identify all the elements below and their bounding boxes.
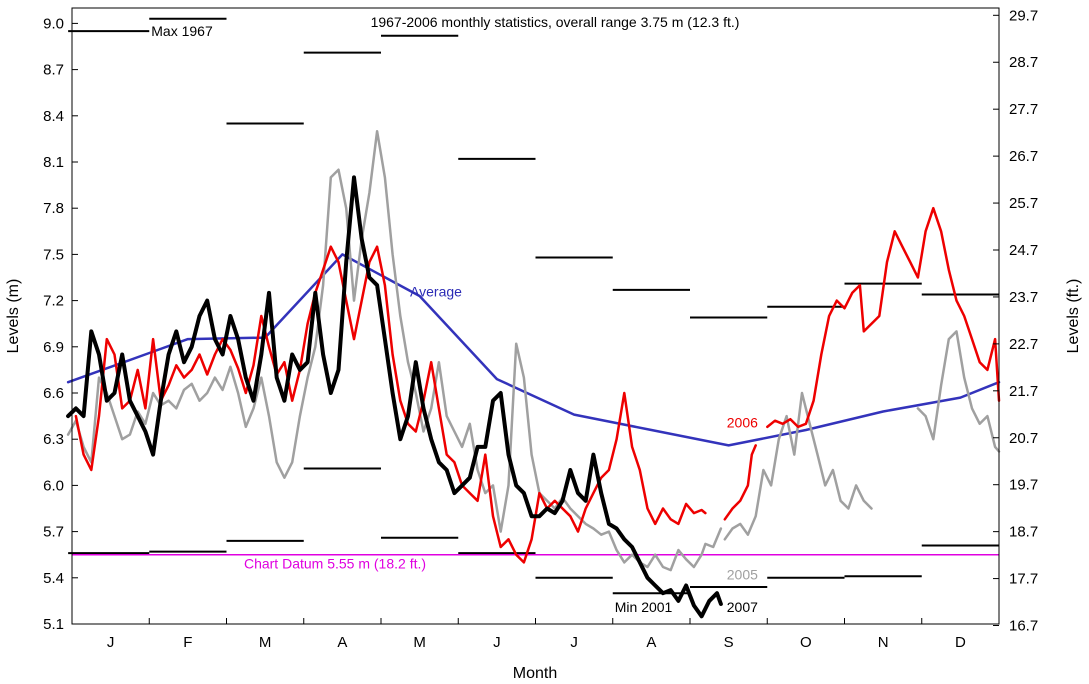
- y-tick-label: 7.2: [43, 293, 64, 310]
- y-tick-label: 6.6: [43, 385, 64, 402]
- x-tick-label: N: [878, 634, 889, 651]
- y2-axis-title: Levels (ft.): [1065, 279, 1082, 354]
- y2-tick-label: 21.7: [1009, 383, 1038, 400]
- series-2005-line: [66, 129, 723, 572]
- series-2005-dec-line: [916, 330, 1001, 453]
- annotation-label: Average: [410, 283, 462, 299]
- y2-tick-label: 20.7: [1009, 430, 1038, 447]
- chart-title: 1967-2006 monthly statistics, overall ra…: [371, 14, 740, 30]
- series-2006-fall-line: [723, 444, 757, 521]
- y-tick-label: 8.1: [43, 154, 64, 171]
- y2-tick-label: 18.7: [1009, 524, 1038, 541]
- x-tick-label: J: [493, 634, 501, 651]
- y-tick-label: 7.5: [43, 246, 64, 263]
- y-tick-label: 8.7: [43, 62, 64, 79]
- annotation-label: 2005: [727, 567, 758, 583]
- annotation-label: Min 2001: [615, 599, 673, 615]
- y2-tick-label: 23.7: [1009, 289, 1038, 306]
- annotation-label: 2006: [727, 414, 758, 430]
- y2-tick-label: 26.7: [1009, 148, 1038, 165]
- y2-tick-label: 16.7: [1009, 618, 1038, 635]
- y-tick-label: 5.4: [43, 570, 64, 587]
- annotations: Max 1967 Average 2006 2005 2007 Min 2001: [151, 23, 758, 615]
- chart-datum: Chart Datum 5.55 m (18.2 ft.): [72, 553, 999, 572]
- left-axis: 5.1 5.4 5.7 6.0 6.3 6.6 6.9 7.2 7.5 7.8 8.1 8.4 8.7 9…: [43, 15, 78, 633]
- chart-datum-label: Chart Datum 5.55 m (18.2 ft.): [244, 556, 426, 572]
- right-axis: 16.7 17.7 18.7 19.7 20.7 21.7 22.7 23.7 24.7 25.7…: [993, 7, 1038, 635]
- y2-tick-label: 27.7: [1009, 101, 1038, 118]
- y2-tick-label: 17.7: [1009, 571, 1038, 588]
- y2-tick-label: 22.7: [1009, 336, 1038, 353]
- x-tick-label: O: [800, 634, 812, 651]
- y-tick-label: 7.8: [43, 200, 64, 217]
- y-tick-label: 6.9: [43, 339, 64, 356]
- x-tick-label: F: [183, 634, 192, 651]
- series-2005-fall-line: [723, 391, 873, 541]
- y-tick-label: 8.4: [43, 108, 64, 125]
- x-tick-label: M: [413, 634, 426, 651]
- series-average-line: [66, 253, 1001, 447]
- y2-tick-label: 19.7: [1009, 477, 1038, 494]
- y-tick-label: 9.0: [43, 15, 64, 32]
- y2-tick-label: 25.7: [1009, 195, 1038, 212]
- y2-tick-label: 24.7: [1009, 242, 1038, 259]
- y-tick-label: 5.1: [43, 616, 64, 633]
- y-axis-title: Levels (m): [5, 279, 22, 354]
- x-tick-label: A: [646, 634, 656, 651]
- x-axis-title: Month: [513, 665, 557, 682]
- x-tick-label: D: [955, 634, 966, 651]
- series-layer: [66, 129, 1001, 619]
- annotation-label: Max 1967: [151, 23, 213, 39]
- y-tick-label: 6.3: [43, 431, 64, 448]
- y2-tick-label: 28.7: [1009, 54, 1038, 71]
- x-tick-label: A: [337, 634, 347, 651]
- annotation-label: 2007: [727, 599, 758, 615]
- x-tick-label: J: [570, 634, 578, 651]
- x-tick-label: M: [259, 634, 272, 651]
- y-tick-label: 6.0: [43, 477, 64, 494]
- series-2007-line: [66, 175, 723, 619]
- y-tick-label: 5.7: [43, 524, 64, 541]
- series-2006-oct-line: [766, 206, 1001, 429]
- y2-tick-label: 29.7: [1009, 7, 1038, 24]
- series-2006-line: [74, 245, 707, 564]
- x-tick-label: J: [107, 634, 115, 651]
- x-tick-label: S: [724, 634, 734, 651]
- monthly-statistics: [68, 17, 999, 595]
